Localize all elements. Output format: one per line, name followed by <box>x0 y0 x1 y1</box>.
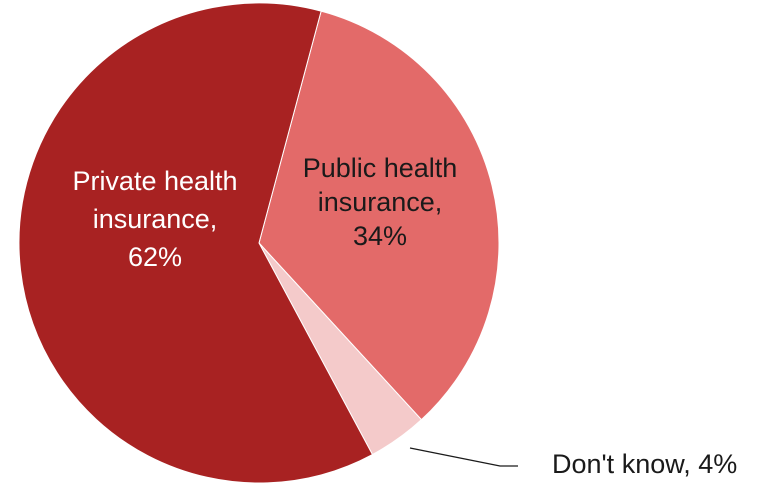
data-label-line: 62% <box>128 242 182 272</box>
data-label-line: 34% <box>353 221 407 251</box>
pie-slices <box>18 2 500 484</box>
data-label-line: insurance, <box>93 204 218 234</box>
pie-labels: Public health insurance, 34% Don't know, 4%… <box>72 153 737 479</box>
data-label-line: Private health <box>72 166 237 196</box>
data-label-private-health-insurance: Private health insurance, 62% <box>72 166 237 272</box>
data-label-public-health-insurance: Public health insurance, 34% <box>303 153 458 251</box>
pie-slice-public-health-insurance <box>258 10 500 421</box>
data-label-line: Public health <box>303 153 458 183</box>
data-label-line: Don't know, 4% <box>552 449 737 479</box>
leader-line-don-t-know <box>409 447 518 467</box>
data-label-line: insurance, <box>318 187 443 217</box>
pie-slice-private-health-insurance <box>18 2 374 484</box>
data-label-don-t-know: Don't know, 4% <box>552 449 737 479</box>
